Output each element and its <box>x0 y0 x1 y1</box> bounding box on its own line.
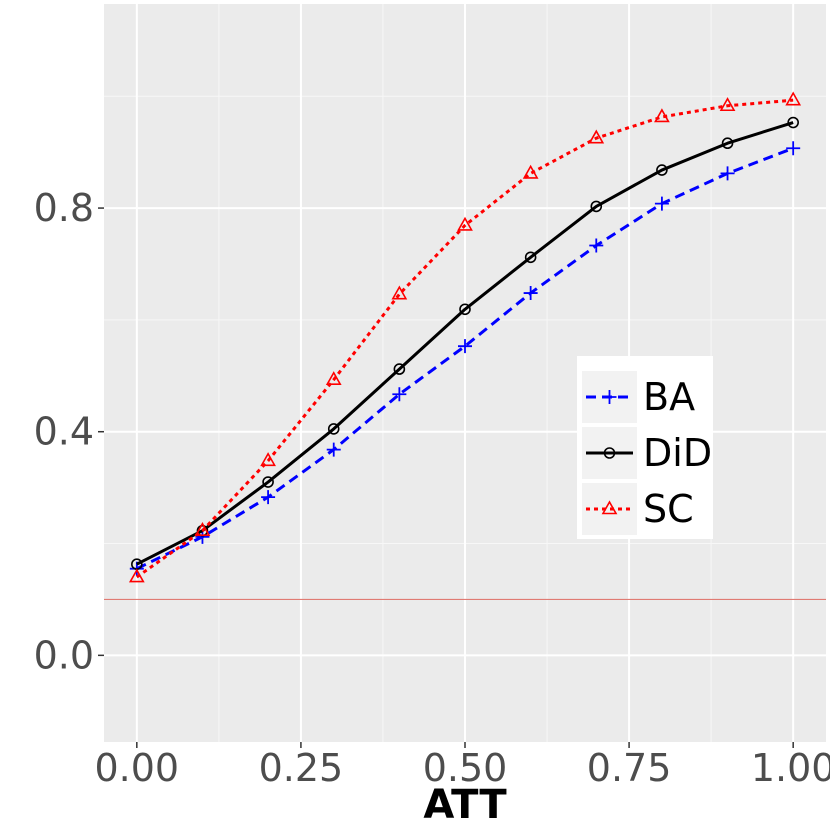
x-tick-label: 0.75 <box>587 746 672 790</box>
data-point-sc <box>654 108 670 123</box>
series-line-did <box>136 121 794 566</box>
data-point-ba <box>458 339 472 354</box>
data-point-sc <box>719 97 736 112</box>
y-axis: 0.0 0.4 0.8 <box>34 186 104 677</box>
series-line-sc <box>135 98 794 579</box>
data-point-did <box>787 116 799 129</box>
data-point-ba <box>326 442 341 457</box>
data-point-did <box>459 303 471 316</box>
series-line-ba <box>136 146 794 571</box>
y-tick-label: 0.8 <box>34 186 94 230</box>
legend-label-ba: BA <box>643 375 695 419</box>
data-point-did <box>524 251 537 264</box>
data-point-sc <box>785 91 802 106</box>
data-point-did <box>327 423 340 435</box>
data-point-sc <box>194 522 211 536</box>
x-tick-label: 0.25 <box>259 746 344 790</box>
legend-label-did: DiD <box>643 431 712 475</box>
data-point-ba <box>720 166 735 181</box>
legend: BA DiD SC <box>577 356 713 539</box>
legend-marker-did <box>603 447 616 459</box>
x-tick-label: 0.00 <box>95 746 180 790</box>
x-tick-label: 0.50 <box>423 746 508 790</box>
data-point-ba <box>261 490 276 505</box>
data-point-sc <box>457 216 473 231</box>
data-point-sc <box>260 452 276 467</box>
legend-label-sc: SC <box>643 487 694 531</box>
data-point-ba <box>654 196 669 211</box>
data-point-did <box>721 137 734 150</box>
data-point-ba <box>786 141 801 156</box>
data-point-ba <box>523 286 538 301</box>
data-point-sc <box>588 129 605 144</box>
data-point-did <box>590 200 603 213</box>
data-point-did <box>656 164 668 176</box>
y-tick-label: 0.0 <box>34 633 94 677</box>
data-point-ba <box>392 387 407 402</box>
legend-marker-ba <box>602 390 617 404</box>
series-ba <box>129 141 801 576</box>
data-point-sc <box>391 285 408 300</box>
series-sc <box>128 91 802 583</box>
data-point-did <box>262 476 274 488</box>
data-point-sc <box>128 568 145 583</box>
data-point-sc <box>522 164 539 179</box>
data-point-did <box>393 363 406 375</box>
data-point-sc <box>325 371 342 386</box>
series-layer <box>128 91 802 583</box>
x-axis: 0.00 0.25 0.50 0.75 1.00 <box>95 742 830 790</box>
x-axis-title: ATT <box>423 782 507 828</box>
data-point-ba <box>589 238 604 253</box>
legend-marker-sc <box>601 500 618 515</box>
x-tick-label: 1.00 <box>751 746 830 790</box>
y-tick-label: 0.4 <box>34 410 94 454</box>
